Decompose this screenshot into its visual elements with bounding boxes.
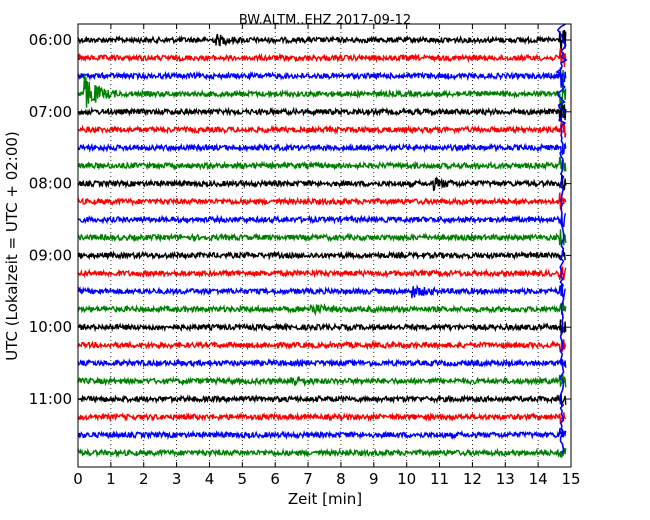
trace-row [77, 266, 567, 281]
trace-row [77, 249, 567, 261]
trace-rows [77, 29, 567, 458]
y-axis-label: UTC (Lokalzeit = UTC + 02:00) [3, 131, 21, 361]
x-tick-label: 12 [463, 470, 482, 488]
trace-row [77, 70, 567, 119]
trace-row [77, 283, 566, 300]
trace-row [77, 319, 567, 335]
x-tick-label: 15 [561, 470, 580, 488]
trace-row [77, 29, 567, 52]
spike-trace [555, 23, 568, 454]
x-axis-label: Zeit [min] [288, 490, 362, 508]
chart-title: BW.ALTM..EHZ 2017-09-12 [239, 13, 411, 28]
y-tick-label: 10:00 [29, 318, 72, 336]
trace-row [77, 67, 567, 88]
y-axis-ticks: 06:00 07:00 08:00 09:00 10:00 11:00 [29, 31, 571, 408]
trace-row [77, 192, 567, 210]
x-tick-label: 0 [73, 470, 83, 488]
trace-row [77, 357, 567, 369]
trace-row [77, 301, 567, 317]
x-tick-label: 14 [529, 470, 548, 488]
y-tick-label: 07:00 [29, 103, 72, 121]
x-tick-label: 4 [205, 470, 215, 488]
trace-row [77, 212, 567, 230]
spike-line [555, 23, 568, 454]
x-tick-label: 8 [336, 470, 346, 488]
trace-row [77, 393, 567, 407]
x-tick-label: 7 [303, 470, 313, 488]
x-tick-label: 6 [270, 470, 280, 488]
trace-row [77, 411, 567, 425]
trace-row [77, 142, 567, 156]
x-tick-label: 5 [238, 470, 248, 488]
y-tick-label: 09:00 [29, 246, 72, 264]
x-tick-label: 10 [397, 470, 416, 488]
x-tick-label: 1 [106, 470, 116, 488]
trace-row [77, 104, 567, 122]
y-tick-label: 11:00 [29, 390, 72, 408]
trace-row [77, 122, 567, 138]
trace-row [77, 338, 567, 353]
x-tick-label: 3 [172, 470, 182, 488]
x-tick-label: 2 [139, 470, 149, 488]
x-axis-ticks: 0 1 2 3 4 5 6 7 8 9 10 11 12 13 14 15 [73, 24, 581, 488]
trace-row [77, 447, 567, 458]
trace-row [77, 47, 567, 68]
y-tick-label: 08:00 [29, 175, 72, 193]
trace-row [77, 229, 567, 246]
x-tick-label: 9 [369, 470, 379, 488]
trace-row [77, 156, 567, 172]
trace-row [77, 428, 567, 441]
x-tick-label: 11 [430, 470, 449, 488]
x-tick-label: 13 [496, 470, 515, 488]
trace-row [77, 174, 567, 192]
y-tick-label: 06:00 [29, 31, 72, 49]
trace-row [77, 373, 567, 388]
plot-frame [77, 23, 572, 468]
